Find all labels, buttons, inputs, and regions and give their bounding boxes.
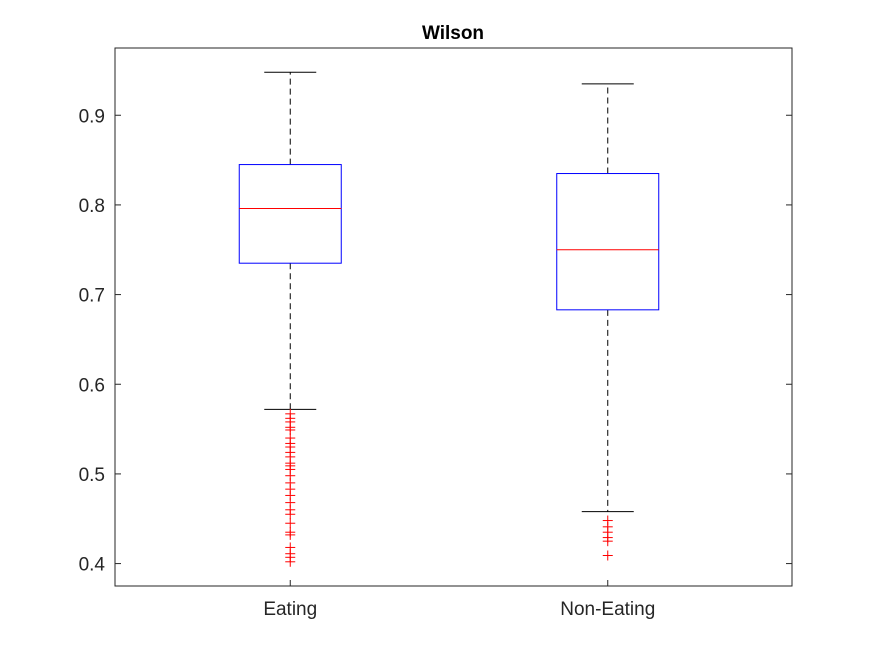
box-non-eating [556,173,660,311]
outlier-marker-eating [285,527,296,538]
y-tick-label: 0.6 [79,375,105,396]
outlier-marker-eating [285,518,296,529]
y-tick-label: 0.5 [79,465,105,486]
box-eating [238,164,342,264]
outlier-marker-non-eating [602,550,613,561]
outlier-marker-non-eating [602,515,613,526]
x-tick-label-eating: Eating [263,599,317,620]
axes: Eating Non-Eating 0.4 0.5 0.6 0.7 0.8 0.9 [79,106,792,620]
axes-frame [114,47,793,587]
x-tick-label-non-eating: Non-Eating [560,599,655,620]
plot-area [238,71,660,567]
outlier-marker-eating [285,408,296,419]
chart-title: Wilson [422,23,484,44]
y-tick-label: 0.4 [79,555,106,576]
outlier-marker-eating [285,542,296,553]
y-tick-label: 0.7 [79,286,105,307]
y-tick-label: 0.8 [79,196,105,217]
y-tick-label: 0.9 [79,106,105,127]
